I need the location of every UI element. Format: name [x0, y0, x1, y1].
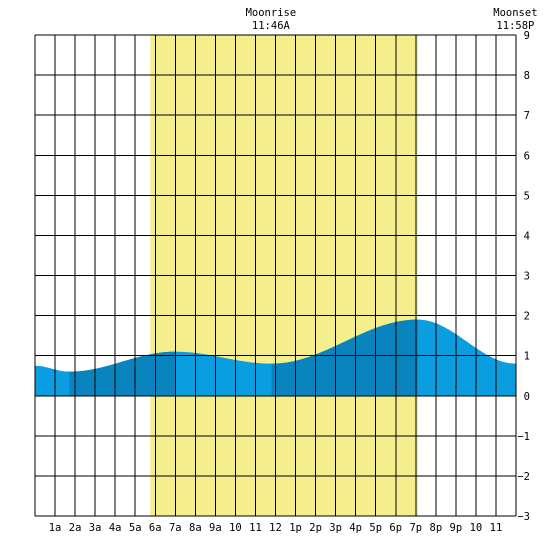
- y-tick-label: 0: [524, 391, 530, 403]
- x-tick-label: 9a: [209, 522, 222, 534]
- x-tick-label: 10: [229, 522, 242, 534]
- y-tick-label: 5: [524, 190, 530, 202]
- y-tick-label: 6: [524, 150, 530, 162]
- y-tick-label: 8: [524, 70, 530, 82]
- x-tick-label: 2p: [309, 522, 322, 534]
- x-tick-label: 5a: [129, 522, 142, 534]
- moonset-label: Moonset: [493, 7, 537, 19]
- moonset-time: 11:58P: [496, 20, 534, 32]
- y-tick-label: 7: [524, 110, 530, 122]
- y-tick-label: 4: [524, 230, 530, 242]
- x-tick-label: 11: [249, 522, 262, 534]
- x-tick-label: 2a: [69, 522, 82, 534]
- y-tick-label: 1: [524, 351, 530, 363]
- tide-shade-band-2: [271, 319, 418, 396]
- y-tick-label: 3: [524, 271, 530, 283]
- x-tick-label: 1a: [49, 522, 62, 534]
- moonrise-annotation: Moonrise 11:46A: [246, 7, 297, 32]
- y-tick-label: −2: [517, 471, 530, 483]
- x-tick-label: 9p: [450, 522, 463, 534]
- moonrise-label: Moonrise: [246, 7, 297, 19]
- x-tick-label: 3a: [89, 522, 102, 534]
- x-tick-label: 7p: [409, 522, 422, 534]
- x-tick-label: 1p: [289, 522, 302, 534]
- y-tick-labels: 9 8 7 6 5 4 3 2 1 0 −1 −2 −3: [517, 30, 530, 523]
- y-tick-label: 2: [524, 311, 530, 323]
- x-tick-label: 12: [269, 522, 282, 534]
- moonset-annotation: Moonset 11:58P: [493, 7, 537, 32]
- x-tick-label: 4p: [349, 522, 362, 534]
- x-tick-label: 4a: [109, 522, 122, 534]
- x-tick-label: 11: [490, 522, 503, 534]
- y-tick-label: −3: [517, 511, 530, 523]
- x-tick-label: 10: [470, 522, 483, 534]
- x-tick-label: 6a: [149, 522, 162, 534]
- x-tick-label: 8p: [430, 522, 443, 534]
- x-tick-label: 5p: [369, 522, 382, 534]
- x-tick-labels: 1a 2a 3a 4a 5a 6a 7a 8a 9a 10 11 12 1p 2p 3p 4p 5p 6p 7p 8p…: [49, 522, 503, 534]
- x-tick-label: 8a: [189, 522, 202, 534]
- x-tick-label: 6p: [389, 522, 402, 534]
- tide-shade-band-1: [69, 351, 176, 396]
- x-tick-label: 7a: [169, 522, 182, 534]
- x-tick-label: 3p: [329, 522, 342, 534]
- grid-layer: [34, 34, 517, 517]
- y-tick-label: 9: [524, 30, 530, 42]
- moonrise-time: 11:46A: [252, 20, 291, 32]
- y-tick-label: −1: [517, 431, 530, 443]
